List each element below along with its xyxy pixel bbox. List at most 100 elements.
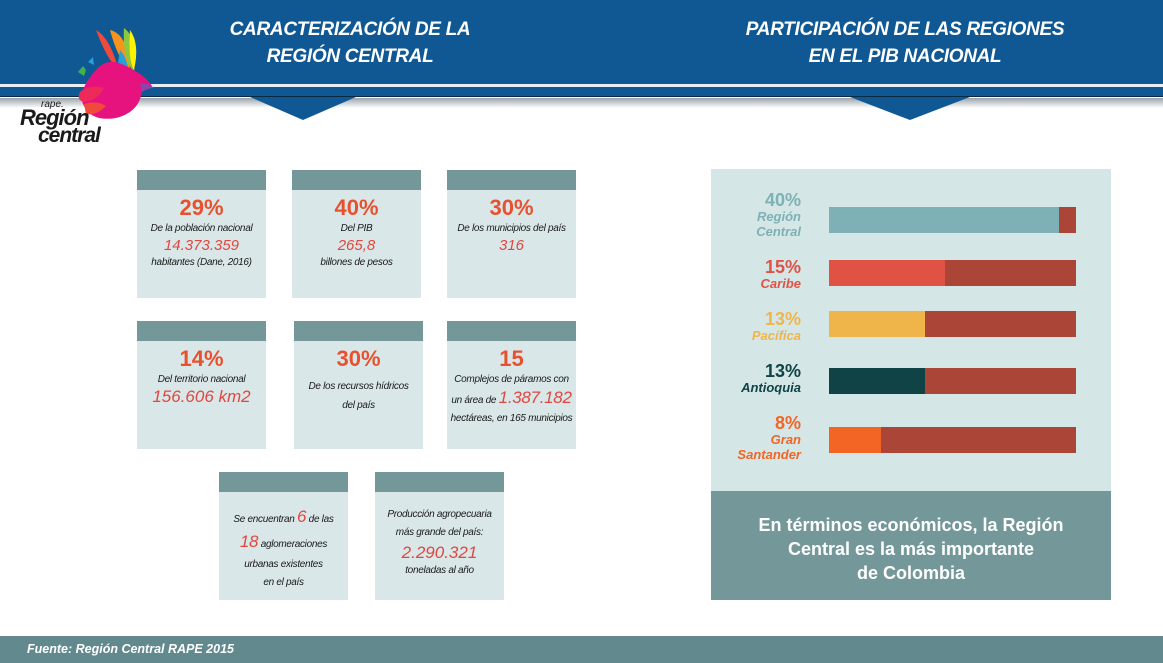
stat-text: en el país xyxy=(263,577,304,588)
right-title-line1: PARTICIPACIÓN DE LAS REGIONES xyxy=(745,19,1065,40)
bar-fill-caribe xyxy=(829,260,945,286)
bar-value-label: 15% xyxy=(764,257,801,277)
stat-card-agglomerations: Se encuentran 6 de las 18 aglomeraciones… xyxy=(219,472,348,600)
bar-label-pacífica: 13% Pacífica xyxy=(709,310,801,343)
card-header-bar xyxy=(294,321,423,341)
bar-category-label: Santander xyxy=(737,447,801,462)
card-header-bar xyxy=(219,472,348,492)
stat-text: Se encuentran xyxy=(233,514,298,525)
stat-card-territory: 14% Del territorio nacional 156.606 km2 xyxy=(137,321,266,449)
bar-category-label: Pacífica xyxy=(751,328,801,343)
bar-fill-gran-santander xyxy=(829,427,881,453)
bar-value-label: 40% xyxy=(764,190,801,210)
stat-description: Del territorio nacional xyxy=(157,374,246,385)
stat-card-water: 30% De los recursos hídricos del país xyxy=(294,321,423,449)
dove-logo-icon xyxy=(78,28,154,119)
bar-category-label: Central xyxy=(756,224,801,239)
stat-card-municipalities: 30% De los municipios del país 316 xyxy=(447,170,576,298)
bar-value-label: 13% xyxy=(764,361,801,381)
stat-text: aglomeraciones xyxy=(258,539,328,550)
bar-track-gran-santander xyxy=(829,427,1076,453)
bar-category-label: Antioquia xyxy=(741,380,801,395)
logo-region-text: Región xyxy=(20,105,90,131)
card-header-bar xyxy=(137,170,266,190)
bar-label-región-central: 40% Región Central xyxy=(709,191,801,239)
logo-rape-text: rape. xyxy=(41,99,64,110)
stat-text: urbanas existentes xyxy=(244,559,323,570)
stat-card-agriculture: Producción agropecuaria más grande del p… xyxy=(375,472,504,600)
conclusion-box: En términos económicos, la Región Centra… xyxy=(711,491,1111,600)
stat-value: 14.373.359 xyxy=(163,237,240,254)
stat-unit: habitantes (Dane, 2016) xyxy=(151,257,252,268)
stat-percent: 40% xyxy=(334,195,379,220)
stat-card-pib: 40% Del PIB 265,8 billones de pesos xyxy=(292,170,421,298)
stat-description: Producción agropecuaria xyxy=(387,509,492,520)
stat-value: 156.606 km2 xyxy=(152,387,251,406)
stat-percent: 29% xyxy=(179,195,224,220)
bar-track-antioquia xyxy=(829,368,1076,394)
header-shadow xyxy=(0,98,1163,108)
bar-track-caribe xyxy=(829,260,1076,286)
stat-value: 6 xyxy=(297,507,307,526)
stat-value: 265,8 xyxy=(337,237,376,254)
stat-percent: 14% xyxy=(179,346,224,371)
stat-unit: billones de pesos xyxy=(320,257,393,268)
right-section-title: PARTICIPACIÓN DE LAS REGIONES EN EL PIB … xyxy=(720,16,1090,70)
left-title-line2: REGIÓN CENTRAL xyxy=(266,46,434,67)
bar-fill-región-central xyxy=(829,207,1059,233)
left-section-title: CARACTERIZACIÓN DE LA REGIÓN CENTRAL xyxy=(205,16,495,70)
bar-track-pacífica xyxy=(829,311,1076,337)
stat-description: De los municipios del país xyxy=(457,223,566,234)
conclusion-line2: Central es la más importante xyxy=(787,539,1035,559)
source-note: Fuente: Región Central RAPE 2015 xyxy=(27,642,234,656)
stat-description-line2: del país xyxy=(342,400,375,411)
stat-value: 2.290.321 xyxy=(401,543,478,562)
stat-description: De la población nacional xyxy=(150,223,253,234)
conclusion-line3: de Colombia xyxy=(856,563,965,583)
stat-description-line2: más grande del país: xyxy=(395,527,484,538)
card-header-bar xyxy=(292,170,421,190)
card-header-bar xyxy=(447,170,576,190)
bar-category-label: Región xyxy=(756,209,801,224)
stat-description: Del PIB xyxy=(340,223,373,234)
bar-fill-pacífica xyxy=(829,311,925,337)
footer-bar: Fuente: Región Central RAPE 2015 xyxy=(0,636,1163,663)
bar-label-gran-santander: 8% Gran Santander xyxy=(709,414,801,462)
header-band xyxy=(0,0,1163,84)
bar-category-label: Caribe xyxy=(760,276,801,291)
bar-value-label: 13% xyxy=(764,309,801,329)
left-title-line1: CARACTERIZACIÓN DE LA xyxy=(229,19,471,40)
conclusion-line1: En términos económicos, la Región xyxy=(758,515,1064,535)
right-title-line2: EN EL PIB NACIONAL xyxy=(808,46,1002,67)
logo-central-text: central xyxy=(38,124,101,148)
stat-description: Complejos de páramos con xyxy=(454,374,569,385)
header-stripe xyxy=(0,84,1163,87)
stat-value: 316 xyxy=(498,237,525,254)
stat-description: De los recursos hídricos xyxy=(308,381,409,392)
stat-text: de las xyxy=(306,514,334,525)
stat-card-paramos: 15 Complejos de páramos con un área de 1… xyxy=(447,321,576,449)
left-section-arrow-icon xyxy=(250,97,356,120)
card-header-bar xyxy=(137,321,266,341)
stat-value: 1.387.182 xyxy=(498,388,572,407)
bar-category-label: Gran xyxy=(770,432,801,447)
bar-track-región-central xyxy=(829,207,1076,233)
stat-inline-text: un área de xyxy=(451,395,499,406)
right-section-arrow-icon xyxy=(850,97,970,120)
card-header-bar xyxy=(375,472,504,492)
stat-value: 18 xyxy=(239,532,259,551)
bar-label-caribe: 15% Caribe xyxy=(709,258,801,291)
stat-count: 15 xyxy=(499,346,524,371)
stat-unit: hectáreas, en 165 municipios xyxy=(450,413,573,424)
stat-percent: 30% xyxy=(489,195,534,220)
region-central-logo: rape. Región central xyxy=(0,0,170,150)
stat-percent: 30% xyxy=(336,346,381,371)
bar-label-antioquia: 13% Antioquia xyxy=(709,362,801,395)
bar-fill-antioquia xyxy=(829,368,925,394)
card-header-bar xyxy=(447,321,576,341)
logo-text: rape. Región central xyxy=(20,99,101,148)
header-band-lower xyxy=(0,87,1163,97)
bar-value-label: 8% xyxy=(774,413,801,433)
stat-unit: toneladas al año xyxy=(405,565,474,576)
stat-card-population: 29% De la población nacional 14.373.359 … xyxy=(137,170,266,298)
